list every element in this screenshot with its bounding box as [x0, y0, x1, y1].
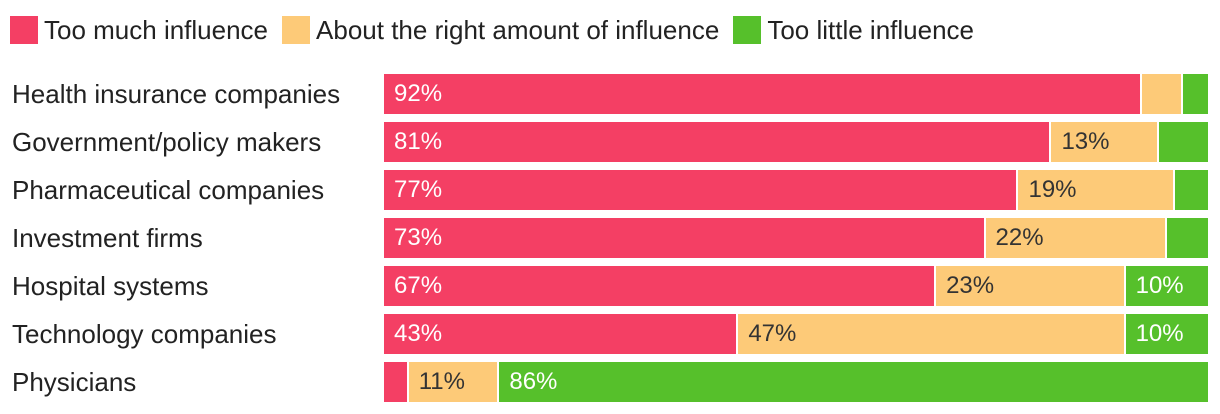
- category-label: Technology companies: [12, 319, 277, 349]
- legend-swatch-too-little: [733, 16, 762, 44]
- legend-label-too-much: Too much influence: [44, 15, 269, 45]
- data-label: 23%: [946, 272, 995, 299]
- data-label: 73%: [394, 224, 443, 251]
- bar-segment: 47%: [738, 314, 1126, 354]
- bar-row: Investment firms 73% 22%: [0, 218, 1220, 258]
- bar-segment: 81%: [384, 122, 1052, 162]
- bar-segment: 23%: [936, 266, 1126, 306]
- data-label: 43%: [394, 320, 443, 347]
- bar-segment: 92%: [384, 74, 1143, 114]
- bar-segment: [1142, 74, 1184, 114]
- bar-row: Technology companies 43% 47% 10%: [0, 314, 1220, 354]
- bar-track: 81% 13%: [384, 122, 1208, 162]
- legend-label-too-little: Too little influence: [767, 15, 974, 45]
- data-label: 47%: [748, 320, 797, 347]
- bar-track: 43% 47% 10%: [384, 314, 1208, 354]
- legend-label-about-right: About the right amount of influence: [316, 15, 720, 45]
- bar-track: 67% 23% 10%: [384, 266, 1208, 306]
- bar-segment: 19%: [1018, 170, 1176, 210]
- legend-swatch-too-much: [10, 16, 38, 44]
- data-label: 92%: [394, 80, 443, 107]
- category-label: Hospital systems: [12, 271, 209, 301]
- data-label: 81%: [394, 128, 443, 155]
- bar-row: Physicians 11% 86%: [0, 362, 1220, 402]
- category-label: Investment firms: [12, 223, 203, 253]
- data-label: 10%: [1135, 320, 1184, 347]
- bar-track: 77% 19%: [384, 170, 1208, 210]
- bar-segment: [1183, 74, 1208, 114]
- data-label: 77%: [394, 176, 443, 203]
- bar-row: Government/policy makers 81% 13%: [0, 122, 1220, 162]
- data-label: 11%: [418, 368, 465, 395]
- data-label: 19%: [1028, 176, 1077, 203]
- legend-item-about-right: About the right amount of influence: [282, 12, 719, 48]
- bar-row: Pharmaceutical companies 77% 19%: [0, 170, 1220, 210]
- bar-row: Hospital systems 67% 23% 10%: [0, 266, 1220, 306]
- category-label: Physicians: [12, 367, 137, 397]
- bar-segment: 67%: [384, 266, 937, 306]
- legend-item-too-little: Too little influence: [733, 12, 974, 48]
- bar-segment: [1175, 170, 1208, 210]
- bar-segment: 10%: [1125, 314, 1208, 354]
- category-label: Pharmaceutical companies: [12, 175, 325, 205]
- bar-segment: 77%: [384, 170, 1019, 210]
- legend: Too much influence About the right amoun…: [10, 12, 974, 48]
- bar-segment: 10%: [1125, 266, 1208, 306]
- bar-row: Health insurance companies 92%: [0, 74, 1220, 114]
- bar-segment: 43%: [384, 314, 739, 354]
- bar-segment: 22%: [985, 218, 1167, 258]
- data-label: 22%: [995, 224, 1044, 251]
- category-label: Health insurance companies: [12, 79, 341, 109]
- bar-segment: 73%: [384, 218, 986, 258]
- data-label: 67%: [394, 272, 443, 299]
- data-label: 10%: [1135, 272, 1184, 299]
- bar-segment: 11%: [408, 362, 500, 402]
- data-label: 13%: [1061, 128, 1110, 155]
- bar-segment: [384, 362, 409, 402]
- bar-segment: 86%: [499, 362, 1208, 402]
- data-label: 86%: [509, 368, 558, 395]
- bar-segment: [1158, 122, 1208, 162]
- category-label: Government/policy makers: [12, 127, 322, 157]
- legend-swatch-about-right: [282, 16, 311, 44]
- legend-item-too-much: Too much influence: [10, 12, 268, 48]
- bar-segment: 13%: [1051, 122, 1159, 162]
- bar-track: 11% 86%: [384, 362, 1208, 402]
- bar-track: 73% 22%: [384, 218, 1208, 258]
- bar-segment: [1166, 218, 1208, 258]
- bar-track: 92%: [384, 74, 1208, 114]
